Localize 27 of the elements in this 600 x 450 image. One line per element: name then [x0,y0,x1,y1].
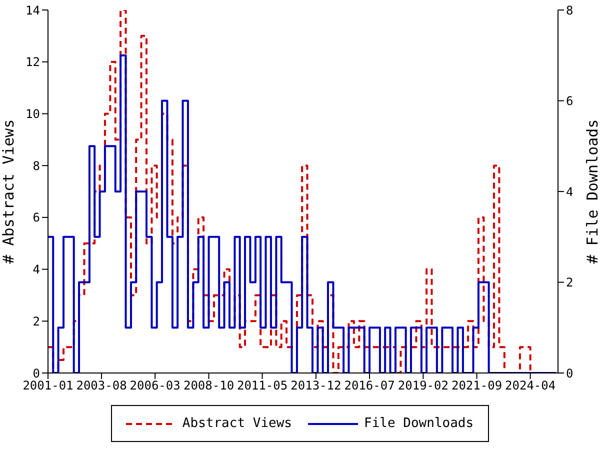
x-tick-label: 2019-02 [398,378,448,393]
y-tick-label: 2 [32,314,40,328]
x-tick-label: 2008-10 [183,378,234,393]
y-axis-title: # Abstract Views [0,119,18,264]
y2-tick-label: 6 [566,94,574,108]
y2-axis-title: # File Downloads [583,119,600,264]
x-tick-label: 2016-07 [344,378,395,393]
x-tick-label: 2013-12 [290,378,342,393]
legend-label: File Downloads [364,416,474,431]
legend-label: Abstract Views [182,416,292,431]
x-tick-label: 2021-09 [451,378,502,393]
y2-tick-label: 0 [566,366,574,380]
y2-tick-label: 4 [566,184,574,199]
y-tick-label: 14 [26,3,40,18]
y2-tick-label: 8 [566,3,574,18]
y-tick-label: 12 [26,55,40,70]
y-tick-label: 0 [32,366,40,380]
x-tick-label: 2011-05 [236,378,288,393]
y-tick-label: 10 [26,106,40,121]
x-tick-label: 2024-04 [505,378,556,393]
y-tick-label: 8 [32,158,40,173]
y-tick-label: 6 [32,210,40,225]
y2-tick-label: 2 [566,276,574,290]
x-tick-label: 2006-03 [130,378,180,393]
x-tick-label: 2003-08 [76,378,127,393]
y-tick-label: 4 [32,262,40,277]
x-tick-label: 2001-01 [22,378,74,393]
